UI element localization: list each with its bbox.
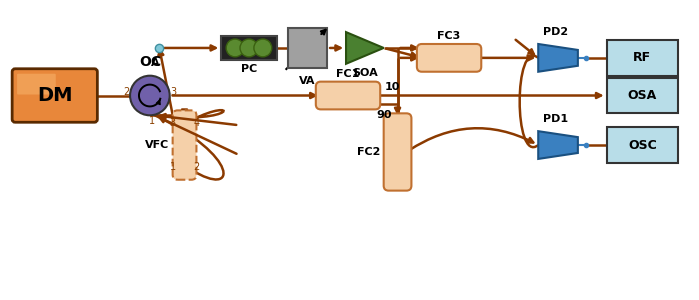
Text: 1: 1: [149, 116, 155, 126]
Polygon shape: [538, 131, 578, 159]
Text: 10: 10: [385, 82, 401, 92]
Text: 4: 4: [194, 118, 200, 128]
Text: PD1: PD1: [542, 114, 568, 124]
Text: PD2: PD2: [542, 27, 568, 37]
Text: RF: RF: [633, 51, 651, 64]
FancyBboxPatch shape: [316, 82, 380, 110]
Polygon shape: [346, 32, 384, 64]
Text: FC3: FC3: [438, 31, 461, 41]
Polygon shape: [538, 44, 578, 72]
Text: OSC: OSC: [628, 139, 656, 152]
Text: FC2: FC2: [357, 147, 381, 157]
Text: OSA: OSA: [628, 89, 657, 102]
Text: VA: VA: [299, 76, 316, 86]
Text: OC: OC: [139, 55, 161, 69]
FancyBboxPatch shape: [607, 78, 678, 113]
FancyBboxPatch shape: [417, 44, 482, 72]
Circle shape: [226, 39, 244, 57]
FancyBboxPatch shape: [607, 40, 678, 76]
Circle shape: [240, 39, 258, 57]
FancyBboxPatch shape: [12, 69, 97, 122]
Text: 90: 90: [376, 110, 391, 120]
Text: 3: 3: [169, 118, 175, 128]
Text: 2: 2: [123, 86, 129, 97]
FancyBboxPatch shape: [17, 74, 56, 94]
Circle shape: [254, 39, 272, 57]
Text: 3: 3: [171, 86, 177, 97]
Text: SOA: SOA: [352, 68, 377, 78]
Text: VFC: VFC: [145, 140, 170, 150]
Text: DM: DM: [37, 86, 73, 105]
Text: PC: PC: [241, 64, 257, 74]
Text: FC1: FC1: [336, 69, 360, 79]
FancyBboxPatch shape: [384, 113, 412, 190]
FancyBboxPatch shape: [607, 127, 678, 163]
FancyBboxPatch shape: [221, 36, 277, 60]
Text: 1: 1: [169, 162, 175, 172]
Circle shape: [130, 76, 170, 115]
Text: 2: 2: [194, 162, 200, 172]
FancyBboxPatch shape: [173, 110, 196, 180]
Text: A: A: [150, 58, 159, 68]
FancyBboxPatch shape: [287, 28, 327, 68]
